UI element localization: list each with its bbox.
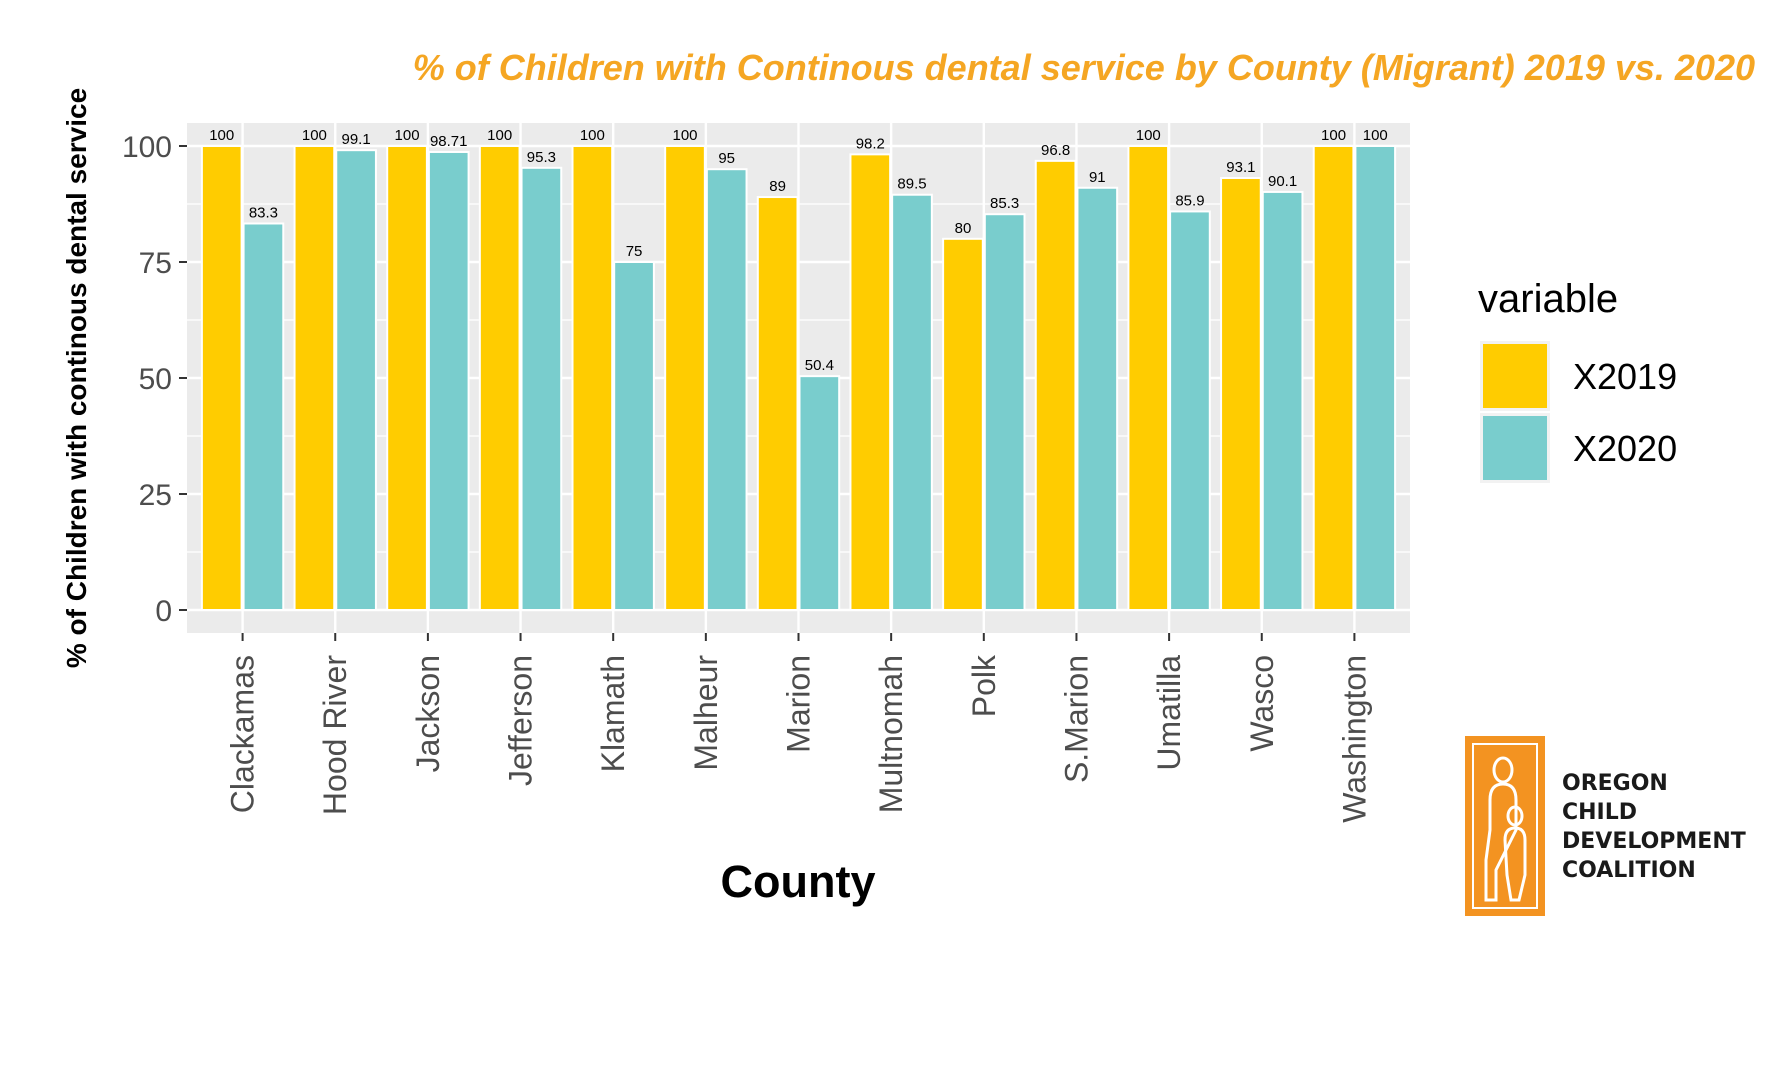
bar bbox=[1261, 190, 1304, 611]
legend-key bbox=[1483, 416, 1547, 480]
data-label: 100 bbox=[1363, 127, 1388, 144]
data-label: 100 bbox=[1321, 127, 1346, 144]
logo-line-1: OREGON bbox=[1562, 771, 1668, 796]
data-label: 100 bbox=[1136, 127, 1161, 144]
logo-line-4: COALITION bbox=[1562, 858, 1696, 883]
bar bbox=[942, 237, 984, 612]
data-label: 95.3 bbox=[527, 149, 556, 166]
bar bbox=[427, 150, 470, 611]
y-tick-label: 50 bbox=[139, 363, 172, 396]
bar bbox=[1169, 210, 1211, 611]
data-label: 83.3 bbox=[249, 204, 278, 221]
logo: OREGON CHILD DEVELOPMENT COALITION bbox=[1465, 736, 1746, 916]
x-tick-label: Klamath bbox=[595, 655, 631, 772]
x-tick-label: Wasco bbox=[1244, 655, 1280, 752]
bar bbox=[1312, 145, 1355, 611]
bar bbox=[335, 149, 377, 611]
legend: variable X2019 X2020 bbox=[1478, 277, 1677, 483]
data-label: 100 bbox=[302, 127, 327, 144]
data-label: 89 bbox=[769, 178, 786, 195]
data-label: 99.1 bbox=[341, 131, 370, 148]
y-tick-label: 100 bbox=[122, 131, 172, 164]
legend-label: X2020 bbox=[1573, 428, 1677, 469]
data-label: 93.1 bbox=[1226, 159, 1255, 176]
x-tick-label: Jackson bbox=[410, 655, 446, 772]
data-label: 98.2 bbox=[856, 135, 885, 152]
bar bbox=[891, 193, 933, 611]
logo-line-2: CHILD bbox=[1562, 800, 1637, 825]
bar bbox=[664, 145, 706, 611]
data-label: 98.71 bbox=[430, 133, 468, 150]
data-label: 100 bbox=[487, 127, 512, 144]
bar bbox=[983, 213, 1026, 611]
bar bbox=[798, 375, 841, 612]
bar bbox=[1220, 177, 1262, 612]
bar bbox=[520, 166, 563, 611]
bar bbox=[1127, 145, 1170, 611]
data-label: 100 bbox=[209, 127, 234, 144]
x-tick-label: Umatilla bbox=[1151, 655, 1187, 771]
data-labels: 100 100 100 100 100 100 89 98.2 80 96.8 100 93.1 100… bbox=[209, 127, 1388, 374]
bars bbox=[200, 145, 1397, 612]
x-tick-label: Clackamas bbox=[225, 655, 261, 813]
x-axis: Clackamas Hood River Jackson Jefferson Klama… bbox=[225, 633, 1372, 823]
data-label: 89.5 bbox=[897, 176, 926, 193]
y-tick-label: 0 bbox=[155, 595, 172, 628]
x-tick-label: Hood River bbox=[317, 655, 353, 815]
parent-child-logo-icon bbox=[1465, 736, 1545, 916]
data-label: 100 bbox=[580, 127, 605, 144]
data-label: 91 bbox=[1089, 169, 1106, 186]
legend-title: variable bbox=[1478, 277, 1618, 321]
data-label: 85.3 bbox=[990, 195, 1019, 212]
bar bbox=[478, 145, 521, 611]
x-tick-label: S.Marion bbox=[1058, 655, 1094, 783]
data-label: 100 bbox=[672, 127, 697, 144]
bar bbox=[200, 145, 243, 611]
y-tick-label: 75 bbox=[139, 247, 172, 280]
data-label: 85.9 bbox=[1175, 192, 1204, 209]
data-label: 75 bbox=[626, 243, 643, 260]
data-label: 90.1 bbox=[1268, 173, 1297, 190]
bar bbox=[293, 145, 336, 611]
y-axis: 0 25 50 75 100 bbox=[122, 131, 187, 628]
bar bbox=[1354, 145, 1397, 611]
y-axis-title: % of Children with continous dental serv… bbox=[61, 88, 92, 668]
bar bbox=[1034, 159, 1077, 612]
y-tick-label: 25 bbox=[139, 479, 172, 512]
bar bbox=[571, 145, 614, 611]
x-axis-title: County bbox=[721, 856, 876, 907]
legend-label: X2019 bbox=[1573, 356, 1677, 397]
bar bbox=[242, 222, 285, 611]
bar bbox=[705, 168, 748, 611]
x-tick-label: Jefferson bbox=[503, 655, 539, 786]
bar bbox=[386, 145, 428, 611]
x-tick-label: Malheur bbox=[688, 655, 724, 771]
chart-title: % of Children with Continous dental serv… bbox=[413, 47, 1755, 88]
x-tick-label: Polk bbox=[966, 654, 1002, 717]
bar bbox=[613, 261, 655, 611]
data-label: 100 bbox=[395, 127, 420, 144]
legend-key bbox=[1483, 344, 1547, 408]
bar bbox=[1076, 186, 1119, 611]
x-tick-label: Marion bbox=[781, 655, 817, 753]
data-label: 96.8 bbox=[1041, 142, 1070, 159]
x-tick-label: Washington bbox=[1336, 655, 1372, 823]
logo-line-3: DEVELOPMENT bbox=[1562, 829, 1746, 854]
data-label: 50.4 bbox=[805, 357, 834, 374]
bar bbox=[849, 153, 892, 612]
data-label: 80 bbox=[955, 220, 972, 237]
bar bbox=[756, 196, 799, 611]
x-tick-label: Multnomah bbox=[873, 655, 909, 813]
data-label: 95 bbox=[718, 150, 735, 167]
